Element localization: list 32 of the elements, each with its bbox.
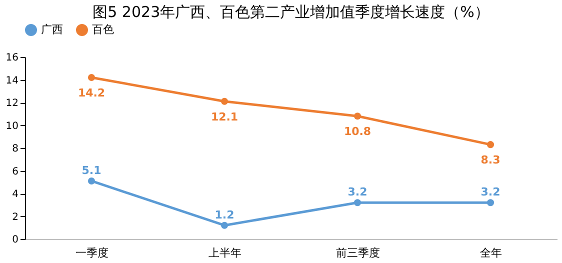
y-tick-label: 10	[6, 120, 18, 132]
data-label: 10.8	[344, 125, 372, 138]
data-label: 1.2	[214, 208, 234, 222]
point	[354, 199, 362, 206]
y-tick-label: 16	[6, 52, 18, 64]
legend-label: 广西	[41, 23, 63, 36]
x-tick-label: 一季度	[76, 246, 108, 260]
point	[354, 112, 362, 120]
x-tick-label: 上半年	[208, 246, 242, 260]
point	[220, 98, 228, 105]
y-tick-label: 8	[12, 144, 18, 154]
y-tick-label: 4	[12, 189, 18, 200]
data-label: 3.2	[348, 186, 368, 199]
data-label: 8.3	[480, 154, 500, 167]
point	[486, 199, 494, 206]
data-label: 14.2	[78, 86, 106, 100]
y-tick-label: 14	[6, 75, 18, 86]
point	[88, 74, 96, 82]
point	[88, 177, 96, 185]
data-label: 3.2	[480, 186, 500, 199]
data-label: 5.1	[82, 164, 102, 177]
legend-label: 百色	[92, 23, 114, 36]
y-tick-label: 6	[12, 166, 18, 178]
x-tick-label: 前三季度	[336, 246, 380, 260]
x-tick-label: 全年	[480, 246, 502, 260]
chart-title: 图5 2023年广西、百色第二产业增加值季度增长速度（%）	[92, 3, 490, 21]
y-tick-label: 12	[6, 98, 18, 109]
y-tick-label: 2	[12, 212, 18, 223]
point	[486, 141, 494, 148]
point	[220, 222, 228, 229]
y-tick-label: 0	[12, 234, 18, 246]
data-label: 12.1	[210, 110, 238, 124]
